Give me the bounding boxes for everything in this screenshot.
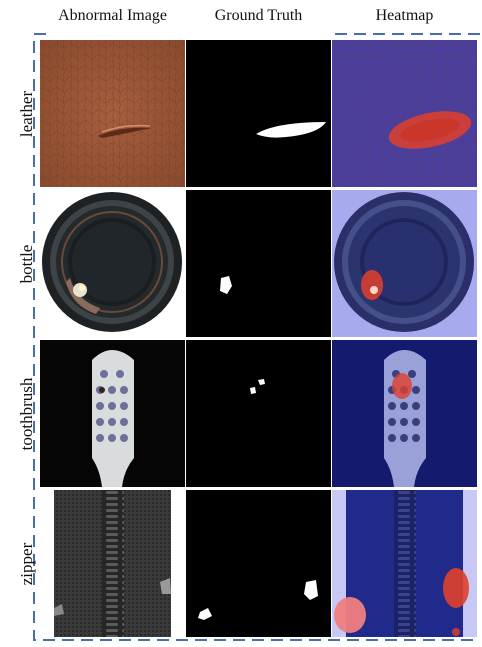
bottle-abnormal-image (40, 190, 185, 337)
row-label-zipper: zipper (17, 542, 36, 585)
toothbrush-ground-truth (186, 340, 331, 487)
leather-ground-truth (186, 40, 331, 187)
zipper-abnormal-image (40, 490, 185, 637)
zipper-heatmap (332, 490, 477, 637)
bottle-ground-truth (186, 190, 331, 337)
toothbrush-heatmap (332, 340, 477, 487)
column-header-heatmap: Heatmap (375, 7, 434, 24)
zipper-ground-truth (186, 490, 331, 637)
leather-heatmap (332, 40, 477, 187)
column-header-abnormal-image: Abnormal Image (58, 7, 167, 24)
row-label-bottle: bottle (17, 244, 36, 283)
toothbrush-abnormal-image (40, 340, 185, 487)
row-label-toothbrush: toothbrush (17, 377, 36, 450)
row-label-leather: leather (17, 90, 36, 137)
leather-abnormal-image (40, 40, 185, 187)
bottle-heatmap (332, 190, 477, 337)
column-header-ground-truth: Ground Truth (214, 7, 303, 24)
